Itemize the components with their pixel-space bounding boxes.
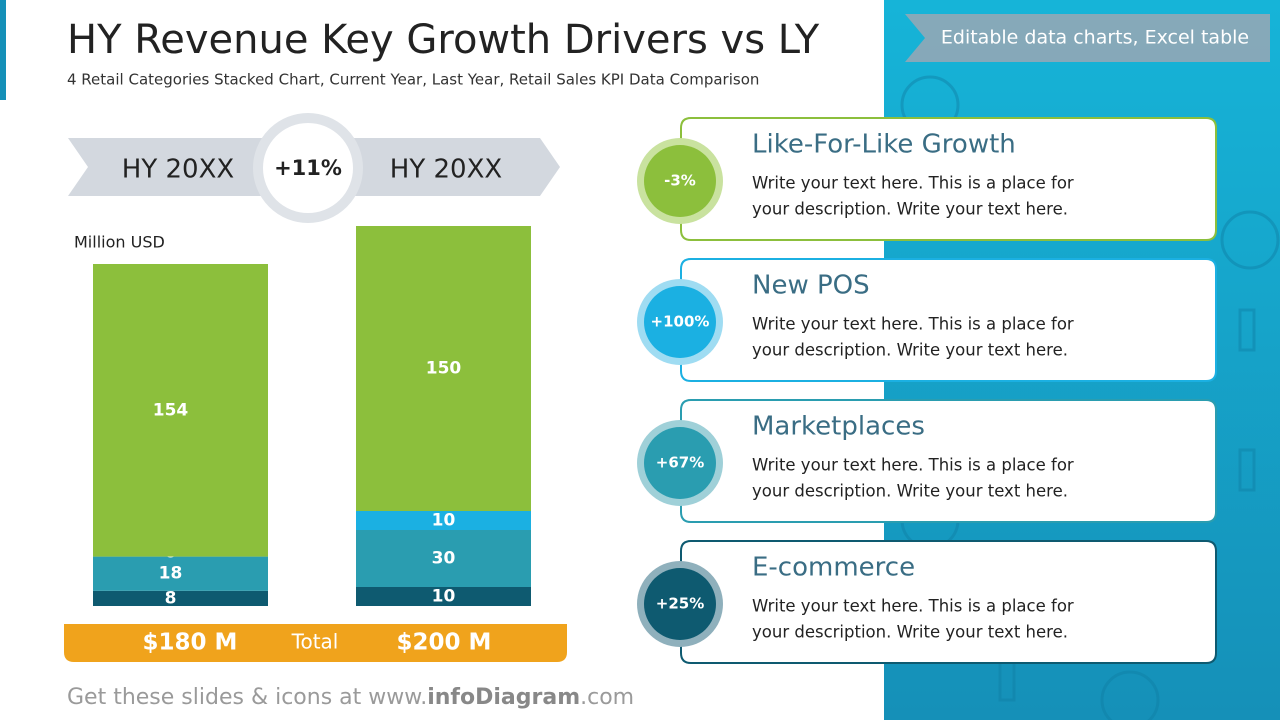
- value-label: 10: [432, 587, 456, 607]
- card-title: New POS: [752, 271, 870, 301]
- card-text: your description. Write your text here.: [752, 341, 1068, 360]
- bar-segment: [93, 264, 268, 557]
- card-badge: [644, 286, 716, 358]
- growth-circle: [253, 113, 363, 223]
- total-bar: [64, 624, 567, 662]
- category-label: HY 20XX: [122, 155, 234, 185]
- subtitle: 4 Retail Categories Stacked Chart, Curre…: [67, 71, 759, 89]
- card-text: Write your text here. This is a place fo…: [752, 174, 1074, 193]
- card: [680, 399, 1217, 523]
- bar-segment: [356, 226, 531, 511]
- value-label: 18: [159, 564, 183, 584]
- y-label: Million USD: [74, 233, 165, 252]
- badge-shape: [905, 14, 1270, 62]
- footer-prefix: Get these slides & icons at www.: [67, 685, 427, 710]
- bar-segment: [356, 511, 531, 530]
- bar-segment: [93, 556, 268, 591]
- footer-suffix: .com: [580, 685, 634, 710]
- value-label: 150: [426, 359, 462, 379]
- total-value: $180 M: [143, 630, 238, 656]
- card-text: your description. Write your text here.: [752, 482, 1068, 501]
- card-badge: [644, 427, 716, 499]
- category-label: HY 20XX: [390, 155, 502, 185]
- card-title: E-commerce: [752, 553, 915, 583]
- footer: Get these slides & icons at www.infoDiag…: [67, 685, 634, 710]
- footer-brand: infoDiagram: [427, 685, 580, 710]
- card-title: Like-For-Like Growth: [752, 130, 1016, 160]
- bar-segment: [356, 530, 531, 587]
- total-value: $200 M: [397, 630, 492, 656]
- card-badge-value: +67%: [656, 454, 704, 472]
- card-badge-value: -3%: [664, 172, 696, 190]
- card: [680, 117, 1217, 241]
- card-text: Write your text here. This is a place fo…: [752, 315, 1074, 334]
- bar-segment: [356, 587, 531, 606]
- value-label: 154: [153, 400, 189, 420]
- growth: +11%: [274, 156, 342, 180]
- value-label: 10: [432, 511, 456, 531]
- card-badge: [644, 568, 716, 640]
- card-badge-value: +25%: [656, 595, 704, 613]
- value-label: 30: [432, 549, 456, 569]
- card: [680, 258, 1217, 382]
- card-text: Write your text here. This is a place fo…: [752, 456, 1074, 475]
- card-badge: [644, 145, 716, 217]
- title: HY Revenue Key Growth Drivers vs LY: [67, 17, 820, 63]
- card-badge-value: +100%: [651, 313, 710, 331]
- total-label: Total: [291, 630, 339, 654]
- badge: Editable data charts, Excel table: [941, 27, 1249, 49]
- accent-bar: [0, 0, 6, 100]
- value-label: 8: [165, 588, 177, 608]
- card-text: Write your text here. This is a place fo…: [752, 597, 1074, 616]
- card-title: Marketplaces: [752, 412, 925, 442]
- card-text: your description. Write your text here.: [752, 200, 1068, 219]
- card-text: your description. Write your text here.: [752, 623, 1068, 642]
- bar-segment: [93, 590, 268, 606]
- card: [680, 540, 1217, 664]
